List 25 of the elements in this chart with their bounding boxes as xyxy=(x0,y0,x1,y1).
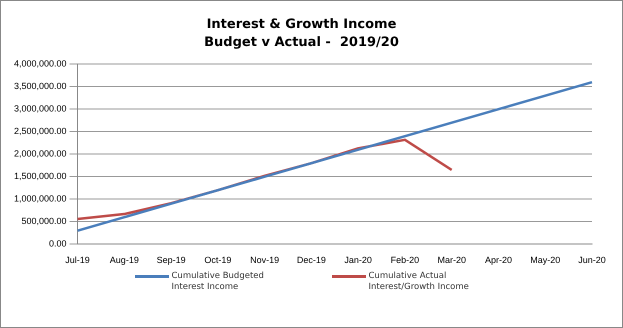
x-tick-label: Mar-20 xyxy=(437,255,466,266)
x-tick-label: Apr-20 xyxy=(484,255,512,266)
legend-label: Cumulative Actual Interest/Growth Income xyxy=(368,271,470,293)
x-tick-label: May-20 xyxy=(530,255,560,266)
y-tick-label: 2,500,000.00 xyxy=(14,126,67,136)
y-tick-label: 4,000,000.00 xyxy=(14,58,67,69)
chart-title: Interest & Growth Income xyxy=(206,17,397,32)
y-tick-label: 0.00 xyxy=(49,238,67,249)
legend-label: Cumulative Budgeted Interest Income xyxy=(172,271,265,293)
chart-subtitle: Budget v Actual - 2019/20 xyxy=(204,34,399,50)
x-tick-label: Aug-19 xyxy=(110,255,139,266)
x-tick-label: Oct-19 xyxy=(204,255,232,266)
x-tick-label: Dec-19 xyxy=(296,255,326,266)
x-tick-label: Jan-20 xyxy=(344,255,372,266)
x-tick-label: Sep-19 xyxy=(156,255,186,266)
y-tick-label: 500,000.00 xyxy=(22,216,67,226)
y-tick-label: 1,500,000.00 xyxy=(14,171,67,182)
y-tick-label: 1,000,000.00 xyxy=(14,194,67,204)
y-tick-label: 2,000,000.00 xyxy=(14,148,67,159)
x-tick-label: Jun-20 xyxy=(578,255,606,266)
y-tick-label: 3,500,000.00 xyxy=(14,81,67,92)
x-tick-label: Nov-19 xyxy=(250,255,280,266)
x-tick-label: Jul-19 xyxy=(65,255,90,266)
x-tick-label: Feb-20 xyxy=(390,255,420,266)
y-tick-label: 3,000,000.00 xyxy=(14,104,67,114)
